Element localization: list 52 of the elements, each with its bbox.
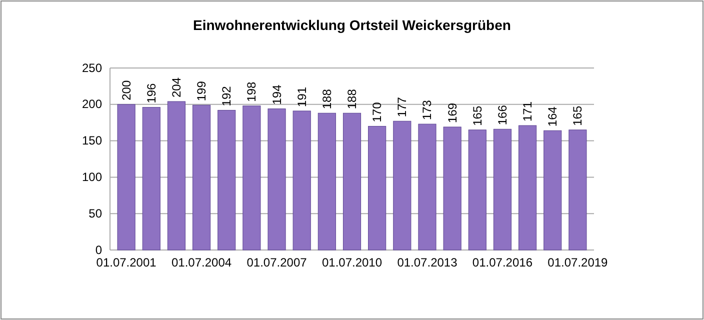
bar: [117, 104, 136, 250]
x-tick-label: 01.07.2001: [96, 256, 157, 270]
data-label: 191: [294, 86, 309, 107]
bar: [418, 124, 436, 250]
bar: [167, 101, 186, 250]
x-tick-label: 01.07.2010: [322, 256, 382, 270]
bar: [568, 130, 587, 250]
data-label: 196: [144, 82, 158, 104]
data-label: 177: [395, 96, 410, 118]
data-label: 165: [470, 106, 484, 126]
data-label: 192: [220, 86, 234, 106]
data-label: 188: [320, 88, 334, 110]
bar: [544, 130, 562, 250]
bar: [192, 104, 211, 250]
data-label: 164: [546, 106, 560, 127]
data-label: 204: [169, 77, 184, 98]
bar: [142, 107, 160, 250]
data-label: 194: [270, 84, 284, 105]
x-tick-label: 01.07.2004: [172, 256, 232, 270]
y-tick-label: 200: [82, 97, 102, 112]
bar: [468, 130, 486, 250]
bar: [218, 110, 236, 250]
bar: [342, 112, 362, 250]
y-tick-label: 250: [82, 60, 102, 75]
data-label: 171: [520, 101, 535, 122]
x-tick-label: 01.07.2019: [548, 256, 608, 270]
x-tick-label: 01.07.2007: [246, 256, 308, 270]
bar: [292, 110, 311, 250]
chart-title: Einwohnerentwicklung Ortsteil Weickersgrüben: [193, 17, 511, 33]
bar: [493, 128, 512, 250]
data-label: 198: [244, 82, 259, 102]
data-label: 173: [420, 100, 434, 120]
data-label: 199: [194, 80, 209, 102]
data-label: 200: [119, 80, 134, 100]
data-label: 166: [495, 104, 510, 126]
y-tick-label: 100: [82, 170, 102, 184]
y-tick-label: 150: [82, 134, 102, 148]
bar: [242, 106, 261, 250]
data-label: 169: [445, 102, 460, 123]
x-tick-label: 01.07.2013: [397, 256, 458, 270]
bar: [518, 125, 537, 250]
y-tick-label: 0: [95, 242, 102, 257]
data-label: 170: [370, 102, 384, 122]
data-label: 188: [345, 88, 359, 110]
bar: [318, 112, 336, 250]
data-label: 165: [570, 106, 585, 126]
bar: [368, 126, 386, 250]
bar: [393, 120, 412, 250]
bar: [443, 126, 462, 250]
x-tick-label: 01.07.2016: [472, 256, 533, 270]
bar: [268, 108, 286, 250]
y-tick-label: 50: [88, 206, 102, 220]
